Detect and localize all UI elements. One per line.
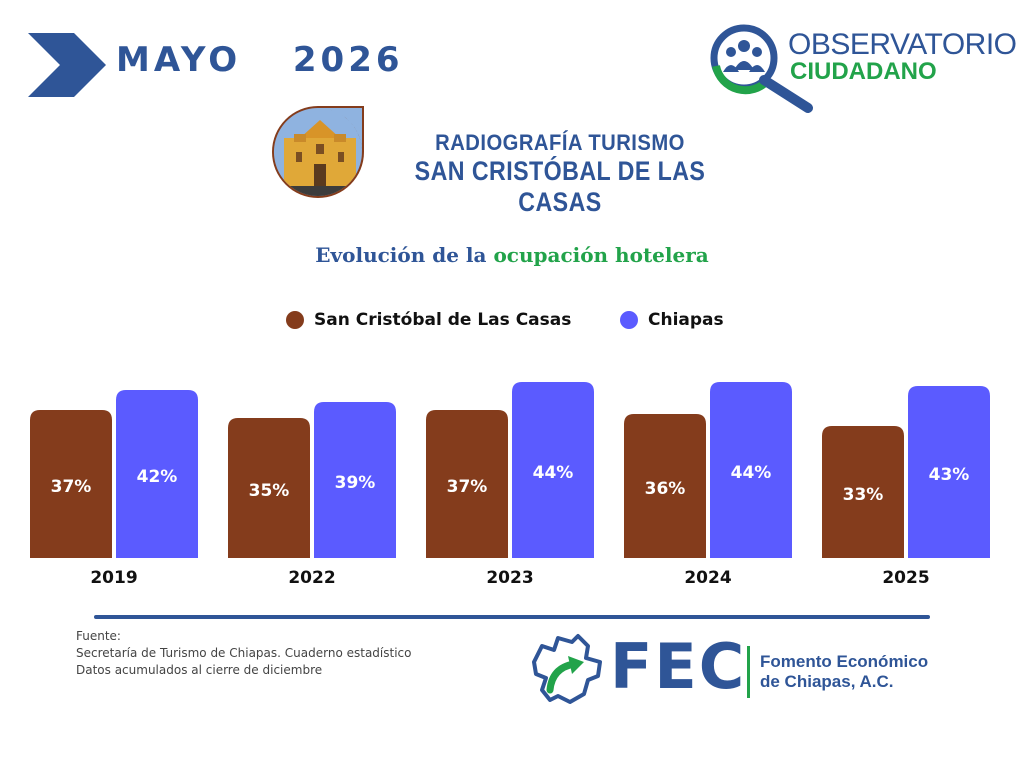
bar-san-cristobal-2024 <box>624 414 706 558</box>
source-label: Fuente: <box>76 629 121 643</box>
x-tick-label: 2023 <box>486 568 533 588</box>
data-label: 35% <box>249 481 290 501</box>
bar-san-cristobal-2022 <box>228 418 310 558</box>
x-tick-label: 2025 <box>882 568 929 588</box>
chevron-arrow-icon <box>28 33 106 97</box>
source-line2: Datos acumulados al cierre de diciembre <box>76 663 323 677</box>
divider <box>94 615 930 619</box>
fec-logo-divider <box>747 646 750 698</box>
data-label: 44% <box>731 463 772 483</box>
data-label: 37% <box>51 477 92 497</box>
chart-title-part1: Evolución de la <box>315 243 487 267</box>
bar-chiapas-2025 <box>908 386 990 558</box>
data-label: 33% <box>843 485 884 505</box>
fec-name-line2: de Chiapas, A.C. <box>760 672 894 691</box>
data-label: 37% <box>447 477 488 497</box>
legend-label-chiapas: Chiapas <box>648 310 724 330</box>
bar-chiapas-2022 <box>314 402 396 558</box>
source-note: Fuente: Secretaría de Turismo de Chiapas… <box>76 628 411 679</box>
legend-item-chiapas: Chiapas <box>620 310 724 330</box>
source-line1: Secretaría de Turismo de Chiapas. Cuader… <box>76 646 412 660</box>
x-tick-label: 2024 <box>684 568 731 588</box>
legend-item-san-cristobal: San Cristóbal de Las Casas <box>286 310 571 330</box>
chiapas-map-icon <box>532 634 602 704</box>
data-label: 39% <box>335 473 376 493</box>
fec-name-line1: Fomento Económico <box>760 652 929 671</box>
bar-san-cristobal-2023 <box>426 410 508 558</box>
subtitle-line1: RADIOGRAFÍA TURISMO <box>435 130 685 155</box>
observatorio-logo-icon <box>710 24 813 113</box>
cathedral-photo <box>272 106 364 198</box>
data-label: 43% <box>929 465 970 485</box>
logo-line1: OBSERVATORIO <box>788 28 1017 61</box>
legend-label-san-cristobal: San Cristóbal de Las Casas <box>314 310 572 330</box>
data-label: 42% <box>137 467 178 487</box>
bar-chiapas-2019 <box>116 390 198 558</box>
month-title: MAYO 2026 <box>116 40 404 80</box>
legend-dot-brown-icon <box>286 311 304 329</box>
bar-san-cristobal-2019 <box>30 410 112 558</box>
data-label: 36% <box>645 479 686 499</box>
legend-dot-blue-icon <box>620 311 638 329</box>
logo-line2: CIUDADANO <box>790 58 937 85</box>
bar-chart: 37% 42% 2019 35% 39% 2022 37% 44% 2023 36% 44% 2024… <box>30 382 990 588</box>
x-tick-label: 2019 <box>90 568 137 588</box>
bar-chiapas-2023 <box>512 382 594 558</box>
subtitle-line2: SAN CRISTÓBAL DE LAS CASAS <box>414 156 706 217</box>
bar-chiapas-2024 <box>710 382 792 558</box>
chart-title-part2: ocupación hotelera <box>493 243 709 267</box>
fec-logo-letters: FEC <box>610 630 747 703</box>
x-tick-label: 2022 <box>288 568 335 588</box>
data-label: 44% <box>533 463 574 483</box>
bar-san-cristobal-2025 <box>822 426 904 558</box>
chart-title: Evolución de la ocupación hotelera <box>0 243 1024 267</box>
